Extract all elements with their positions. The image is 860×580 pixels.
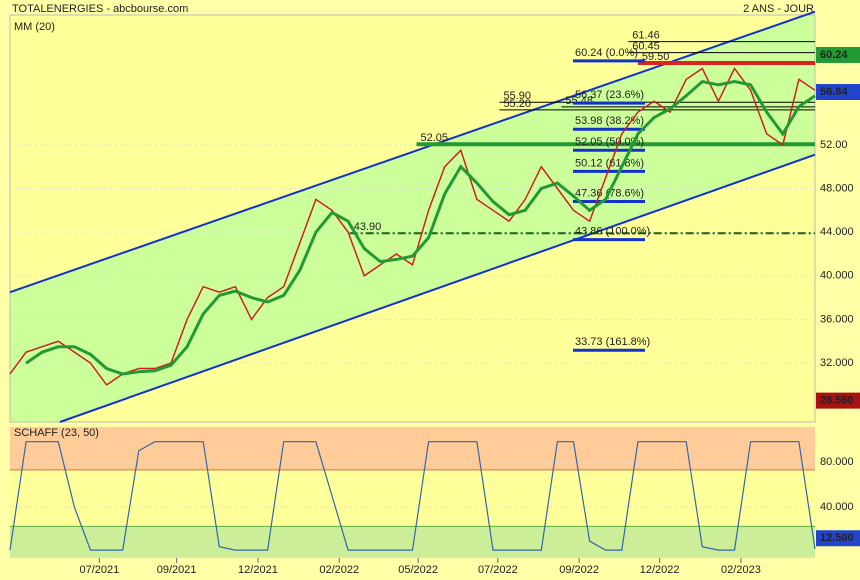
fib-label: 33.73 (161.8%) — [575, 336, 650, 348]
y-tick-label: 40.000 — [820, 501, 854, 513]
level-label: 59.50 — [642, 51, 670, 63]
price-line — [9, 67, 816, 386]
fib-label: 52.05 (50.0%) — [575, 136, 644, 148]
fib-label: 43.86 (100.0%) — [575, 226, 650, 238]
x-tick-label: 09/2021 — [157, 564, 197, 576]
fib-label: 60.24 (0.0%) — [575, 47, 638, 59]
y-tick-label: 44.000 — [820, 226, 854, 238]
fib-label: 50.12 (61.8%) — [575, 157, 644, 169]
x-tick-label: 12/2022 — [640, 564, 680, 576]
y-tick-label: 80.000 — [820, 456, 854, 468]
price-tag-label: 56.84 — [820, 86, 848, 98]
y-tick-label: 40.000 — [820, 270, 854, 282]
fib-label: 56.37 (23.6%) — [575, 89, 644, 101]
x-tick-label: 07/2021 — [79, 564, 119, 576]
level-label: 52.05 — [421, 132, 449, 144]
channel-line — [9, 10, 816, 294]
chart-subtitle: 2 ANS - JOUR — [743, 3, 814, 15]
x-tick-label: 12/2021 — [238, 564, 278, 576]
fib-label: 53.98 (38.2%) — [575, 115, 644, 127]
legend-label: SCHAFF (23, 50) — [14, 427, 99, 439]
moving-average — [25, 79, 816, 376]
x-tick-label: 02/2022 — [319, 564, 359, 576]
chart-title: TOTALENERGIES - abcbourse.com — [12, 3, 188, 15]
schaff-zone-low — [10, 526, 815, 558]
level-label: 55.90 — [503, 90, 531, 102]
price-tag-label: 12.500 — [820, 532, 854, 544]
price-tag — [816, 84, 860, 101]
price-tag-label: 60.24 — [820, 49, 848, 61]
schaff-line — [9, 441, 816, 551]
level-label: 55.20 — [503, 98, 531, 110]
level-label: 60.45 — [632, 41, 660, 53]
x-tick-label: 02/2023 — [721, 564, 761, 576]
x-tick-label: 09/2022 — [559, 564, 599, 576]
price-tag — [816, 392, 860, 409]
legend-label: MM (20) — [14, 21, 55, 33]
y-tick-label: 36.000 — [820, 313, 854, 325]
y-tick-label: 52.00 — [820, 139, 848, 151]
x-tick-label: 07/2022 — [478, 564, 518, 576]
x-tick-label: 05/2022 — [398, 564, 438, 576]
price-tag-label: 28.560 — [820, 395, 854, 407]
schaff-zone-high — [10, 427, 815, 470]
price-panel-frame — [9, 14, 816, 423]
price-tag — [816, 530, 860, 547]
y-tick-label: 48.000 — [820, 182, 854, 194]
schaff-zone-mid — [10, 469, 815, 527]
price-tag — [816, 46, 860, 63]
channel-line — [59, 153, 816, 423]
y-tick-label: 32.000 — [820, 357, 854, 369]
level-label: 43.90 — [354, 221, 382, 233]
level-label: 61.46 — [632, 30, 660, 42]
